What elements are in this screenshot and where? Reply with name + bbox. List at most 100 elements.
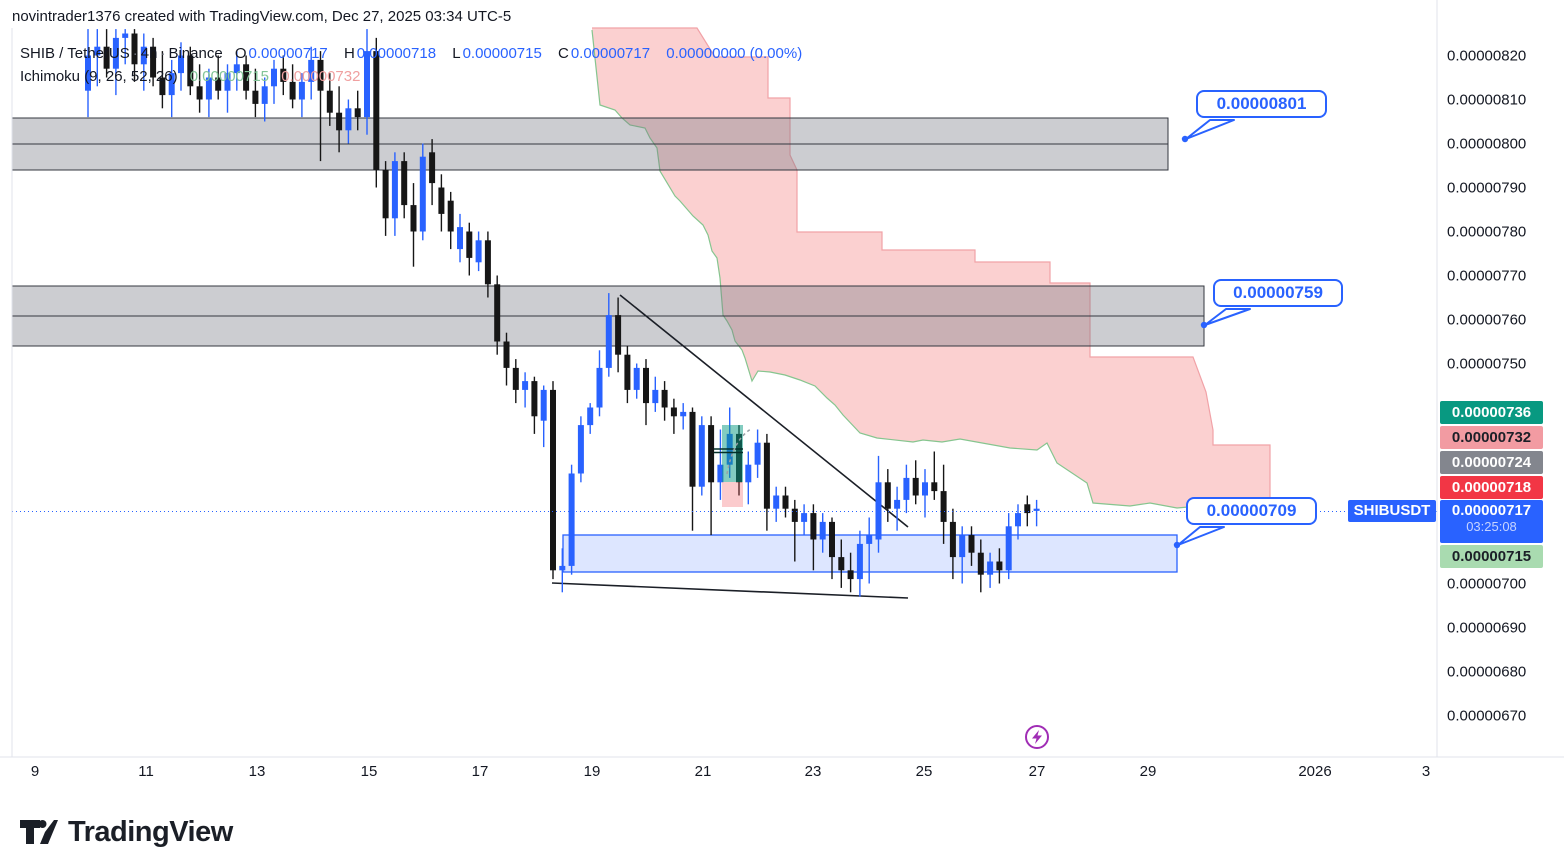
current-price-badge: 0.00000717 03:25:08 <box>1440 500 1543 543</box>
candle-body <box>996 561 1003 571</box>
candle-body <box>336 112 343 131</box>
candle-body <box>531 381 538 417</box>
high-key: H <box>343 45 355 62</box>
candle-body <box>810 513 817 540</box>
lightning-bolt-icon <box>1032 730 1042 744</box>
candle-body <box>773 495 780 509</box>
symbol-name[interactable]: SHIB / TetherUS <box>20 45 130 62</box>
candle-body <box>159 77 166 96</box>
candle-body <box>782 495 789 509</box>
candle-body <box>708 425 715 483</box>
candle-body <box>447 200 454 232</box>
candle-body <box>224 73 231 91</box>
candle-body <box>717 464 724 483</box>
candle-body <box>643 367 649 404</box>
candle-body <box>410 205 417 232</box>
candle-body <box>457 227 463 250</box>
candle-body <box>168 73 175 96</box>
trendline-2[interactable] <box>551 582 909 599</box>
price-axis-label: 0.00000750 <box>1447 355 1527 372</box>
candle-body <box>1033 508 1040 511</box>
low-key: L <box>452 45 461 62</box>
close-key: C <box>557 45 569 62</box>
price-axis-label: 0.00000820 <box>1447 47 1527 64</box>
candle-body <box>977 552 984 575</box>
price-axis-label: 0.00000780 <box>1447 223 1527 240</box>
symbol-price-flag[interactable]: SHIBUSDT <box>1348 500 1436 522</box>
candle-body <box>670 407 677 417</box>
candle-body <box>364 51 370 118</box>
tradingview-logo[interactable]: TradingView <box>18 812 233 852</box>
price-axis-label: 0.00000760 <box>1447 311 1527 328</box>
candle-body <box>875 482 882 540</box>
candle-body <box>633 367 640 390</box>
price-callout-0.00000709[interactable]: 0.00000709 <box>1186 497 1317 525</box>
interval-label[interactable]: 4h <box>140 45 158 62</box>
time-axis-label: 11 <box>138 763 154 780</box>
candlestick-series[interactable] <box>85 29 1040 597</box>
candle-body <box>987 561 994 575</box>
price-callout-0.00000801[interactable]: 0.00000801 <box>1196 90 1327 118</box>
legend-separator: · <box>160 45 166 62</box>
candle-body <box>429 152 436 184</box>
candle-body <box>252 90 259 104</box>
attribution-text: novintrader1376 created with TradingView… <box>12 8 512 25</box>
price-callout-0.00000759[interactable]: 0.00000759 <box>1213 279 1343 307</box>
candle-body <box>680 411 687 417</box>
level-price-badge: 0.00000732 <box>1440 426 1543 449</box>
price-axis-label: 0.00000810 <box>1447 91 1527 108</box>
candle-body <box>1015 513 1021 527</box>
candle-body <box>178 55 184 74</box>
trendline-1[interactable] <box>619 294 909 528</box>
position-loss-box[interactable] <box>722 482 743 507</box>
candle-body <box>522 381 529 390</box>
legend-indicator-row[interactable]: Ichimoku (9, 26, 52, 26) 0.00000715 0.00… <box>20 65 804 88</box>
candle-body <box>271 68 277 87</box>
price-axis-label: 0.00000690 <box>1447 619 1527 636</box>
candle-body <box>596 367 603 408</box>
price-axis-label: 0.00000770 <box>1447 267 1527 284</box>
candle-body <box>345 108 352 131</box>
time-axis-label: 2026 <box>1298 763 1332 780</box>
legend-symbol-row[interactable]: SHIB / TetherUS · 4h · Binance O 0.00000717 H… <box>20 42 804 65</box>
price-axis-label: 0.00000680 <box>1447 663 1527 680</box>
level-price-badge: 0.00000718 <box>1440 476 1543 499</box>
callout-tail-1 <box>1185 119 1235 140</box>
candle-body <box>801 513 808 522</box>
candle-body <box>317 59 324 91</box>
candle-body <box>959 535 966 558</box>
callout-tail-3 <box>1177 526 1225 546</box>
time-axis-label: 23 <box>804 763 822 780</box>
bar-countdown: 03:25:08 <box>1466 519 1517 534</box>
candle-body <box>968 535 975 553</box>
level-price-badge: 0.00000736 <box>1440 401 1543 424</box>
candle-body <box>122 33 129 38</box>
price-axis[interactable]: 0.00000820 0.00000810 0.00000800 0.00000790… <box>1438 0 1564 757</box>
candle-body <box>233 64 240 74</box>
legend-separator: · <box>132 45 138 62</box>
candle-body <box>140 46 147 65</box>
candle-body <box>261 86 268 104</box>
candle-body <box>829 521 835 558</box>
ichimoku-cloud <box>592 28 1270 508</box>
candle-body <box>652 389 659 404</box>
exchange-label[interactable]: Binance <box>168 45 223 62</box>
time-axis-label: 15 <box>360 763 378 780</box>
callout-anchor-dot-3 <box>1173 541 1181 549</box>
price-axis-label: 0.00000790 <box>1447 179 1527 196</box>
candle-body <box>587 407 594 426</box>
indicator-name[interactable]: Ichimoku (9, 26, 52, 26) <box>20 68 178 85</box>
time-axis[interactable]: 9 11 13 15 17 19 21 23 25 27 29 2026 3 <box>0 758 1564 788</box>
candle-body <box>215 77 222 91</box>
time-axis-label: 27 <box>1028 763 1046 780</box>
candle-body <box>754 442 761 465</box>
candle-body <box>866 535 873 544</box>
candle-body <box>568 473 575 566</box>
candle-body <box>624 354 631 390</box>
candle-body <box>187 55 194 87</box>
candle-body <box>85 55 91 91</box>
ichimoku-conversion-value: 0.00000715 <box>189 68 270 85</box>
low-value: 0.00000715 <box>462 45 542 62</box>
time-axis-label: 29 <box>1139 763 1157 780</box>
